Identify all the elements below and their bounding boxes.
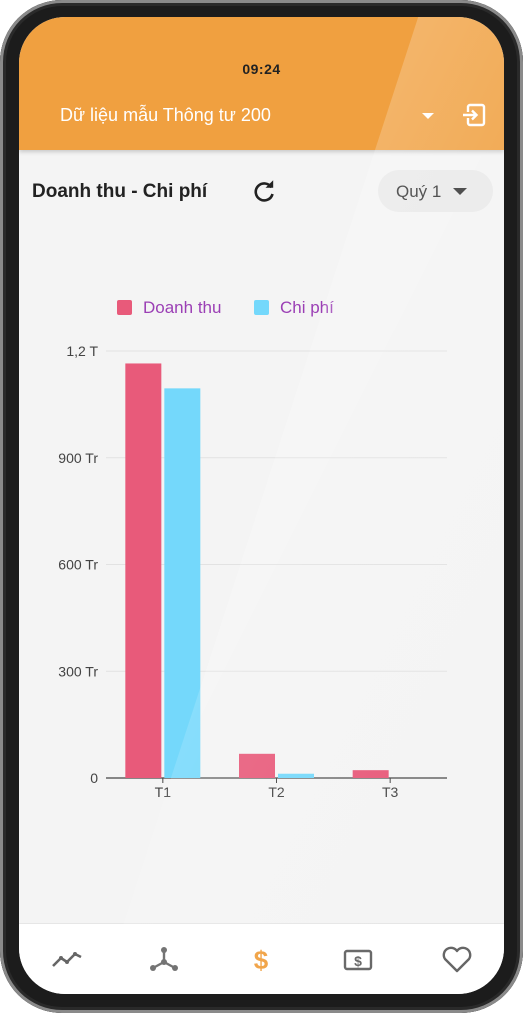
y-tick-label: 1,2 T (66, 343, 98, 359)
bar (164, 388, 201, 778)
caret-down-icon[interactable] (421, 109, 435, 123)
hierarchy-icon[interactable] (144, 940, 184, 980)
app-screen: 09:24 Dữ liệu mẫu Thông tư 200 Doanh thu… (19, 17, 504, 994)
legend-swatch (117, 300, 132, 315)
bar (278, 773, 314, 778)
dollar-icon[interactable]: $ (241, 940, 281, 980)
legend-label: Doanh thu (143, 298, 221, 317)
trend-line-icon[interactable] (47, 940, 87, 980)
y-tick-label: 0 (90, 770, 98, 786)
status-time: 09:24 (242, 61, 281, 77)
y-tick-label: 900 Tr (58, 450, 98, 466)
section-header: Doanh thu - Chi phí Quý 1 (19, 167, 504, 217)
bottom-nav: $ $ (19, 923, 504, 994)
revenue-expense-chart: 0 300 Tr 600 Tr 900 Tr 1,2 T T1 T2 T3 Doanh thu C… (58, 298, 447, 800)
quarter-selected-value: Quý 1 (396, 182, 442, 201)
x-tick-label: T3 (382, 784, 399, 800)
money-bill-icon[interactable]: $ (339, 940, 379, 980)
refresh-icon[interactable] (251, 179, 277, 205)
y-tick-label: 600 Tr (58, 557, 98, 573)
bar (239, 753, 275, 778)
app-bar: 09:24 Dữ liệu mẫu Thông tư 200 (19, 17, 504, 150)
legend-label: Chi phí (280, 298, 334, 317)
caret-down-icon (453, 188, 467, 195)
legend-swatch (254, 300, 269, 315)
quarter-select[interactable]: Quý 1 (378, 170, 493, 212)
svg-text:$: $ (254, 945, 269, 975)
x-tick-label: T2 (268, 784, 285, 800)
heart-icon[interactable] (437, 940, 477, 980)
bar (352, 770, 389, 778)
x-tick-label: T1 (155, 784, 172, 800)
company-title[interactable]: Dữ liệu mẫu Thông tư 200 (60, 105, 271, 125)
page-title: Doanh thu - Chi phí (32, 181, 208, 202)
exit-icon[interactable] (460, 101, 488, 129)
bar (125, 363, 162, 778)
y-tick-label: 300 Tr (58, 663, 98, 679)
svg-text:$: $ (354, 953, 362, 969)
